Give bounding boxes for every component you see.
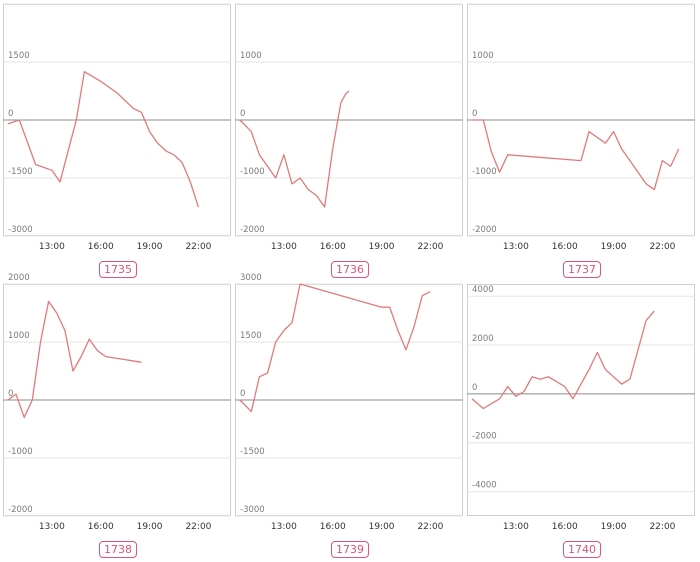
y-tick-label: 2000 — [472, 334, 494, 344]
x-tick-label: 16:00 — [88, 522, 114, 532]
y-tick-label: 0 — [472, 383, 477, 393]
y-tick-label: -4000 — [472, 481, 497, 491]
y-tick-label: 3000 — [8, 0, 30, 3]
y-tick-label: 2000 — [240, 0, 262, 3]
y-tick-label: -1500 — [8, 167, 33, 177]
series-line — [239, 283, 431, 413]
x-tick-label: 13:00 — [39, 242, 65, 252]
x-tick-label: 16:00 — [320, 522, 346, 532]
chart-panel-1740: 4000 2000 0 -2000 -4000 13:00 16:00 19:00 22:00 … — [467, 280, 697, 559]
panel-label-tag[interactable]: 1737 — [563, 261, 601, 278]
x-tick-label: 16:00 — [552, 522, 578, 532]
y-tick-label: -3000 — [240, 505, 265, 515]
y-tick-label: -2000 — [8, 505, 33, 515]
chart-panel-1735: 300015000-1500-300013:0016:0019:0022:00 … — [3, 0, 233, 279]
x-tick-label: 19:00 — [601, 522, 627, 532]
y-tick-label: 0 — [8, 109, 13, 119]
y-tick-label: 1000 — [8, 331, 30, 341]
y-tick-label: 2000 — [472, 0, 494, 3]
line-chart-1737: 2000 1000 0 -1000 -2000 13:00 16:00 19:00 22:00 — [467, 0, 695, 252]
plot-frame — [467, 284, 695, 516]
line-chart-1736: 2000 1000 0 -1000 -2000 13:00 16:00 19:00 22:00 — [235, 0, 463, 252]
x-tick-label: 22:00 — [417, 242, 443, 252]
x-tick-label: 19:00 — [369, 242, 395, 252]
x-tick-label: 13:00 — [271, 242, 297, 252]
series-line — [471, 310, 655, 410]
x-tick-label: 13:00 — [503, 242, 529, 252]
y-tick-label: -1500 — [240, 447, 265, 457]
chart-panel-1738: 2000 1000 0 -1000 -2000 13:00 16:00 19:00 22:00 … — [3, 273, 233, 559]
panel-label-tag[interactable]: 1736 — [331, 261, 369, 278]
line-chart-1735: 3000 1500 0 -1500 -3000 13:00 16:00 19:00 22:00 — [3, 0, 231, 252]
line-chart-1740: 4000 2000 0 -2000 -4000 13:00 16:00 19:00 22:00 — [467, 284, 695, 532]
y-tick-label: -2000 — [472, 432, 497, 442]
panel-label-tag[interactable]: 1738 — [99, 541, 137, 558]
x-tick-label: 22:00 — [185, 522, 211, 532]
y-tick-label: -2000 — [240, 225, 265, 235]
x-tick-label: 22:00 — [417, 522, 443, 532]
y-tick-label: 1000 — [240, 51, 262, 61]
x-tick-label: 22:00 — [649, 522, 675, 532]
y-tick-label: 3000 — [240, 273, 262, 283]
x-tick-label: 19:00 — [137, 522, 163, 532]
x-tick-label: 16:00 — [552, 242, 578, 252]
y-tick-label: -1000 — [472, 167, 497, 177]
y-tick-label: 0 — [472, 109, 477, 119]
panel-label-tag[interactable]: 1740 — [563, 541, 601, 558]
chart-panel-1737: 200010000-1000-200013:0016:0019:0022:00 … — [467, 0, 697, 279]
series-line — [239, 90, 350, 208]
panel-label-tag[interactable]: 1739 — [331, 541, 369, 558]
x-tick-label: 13:00 — [271, 522, 297, 532]
line-chart-1739: 3000 1500 0 -1500 -3000 13:00 16:00 19:00 22:00 — [235, 273, 463, 532]
x-tick-label: 22:00 — [649, 242, 675, 252]
series-line — [7, 71, 200, 208]
x-tick-label: 19:00 — [601, 242, 627, 252]
y-tick-label: 0 — [240, 389, 245, 399]
x-tick-label: 13:00 — [39, 522, 65, 532]
panel-label-tag[interactable]: 1735 — [99, 261, 137, 278]
x-tick-label: 19:00 — [369, 522, 395, 532]
y-tick-label: -1000 — [240, 167, 265, 177]
line-chart-1738: 2000 1000 0 -1000 -2000 13:00 16:00 19:00 22:00 — [3, 273, 231, 532]
x-tick-label: 16:00 — [88, 242, 114, 252]
series-line — [7, 300, 142, 419]
x-tick-label: 22:00 — [185, 242, 211, 252]
y-tick-label: 1500 — [240, 331, 262, 341]
y-tick-label: 4000 — [472, 285, 494, 295]
y-tick-label: -2000 — [472, 225, 497, 235]
y-tick-label: -1000 — [8, 447, 33, 457]
chart-panel-1736: 200010000-1000-200013:0016:0019:0022:00 … — [235, 0, 465, 279]
x-tick-label: 13:00 — [503, 522, 529, 532]
x-tick-label: 16:00 — [320, 242, 346, 252]
chart-panel-1739: 3000 1500 0 -1500 -3000 13:00 16:00 19:00 22:00 … — [235, 273, 465, 559]
y-tick-label: 2000 — [8, 273, 30, 283]
y-tick-label: 1000 — [472, 51, 494, 61]
y-tick-label: 1500 — [8, 51, 30, 61]
y-tick-label: -3000 — [8, 225, 33, 235]
x-tick-label: 19:00 — [137, 242, 163, 252]
series-line — [471, 119, 680, 191]
y-tick-label: 0 — [240, 109, 245, 119]
y-tick-label: 0 — [8, 389, 13, 399]
